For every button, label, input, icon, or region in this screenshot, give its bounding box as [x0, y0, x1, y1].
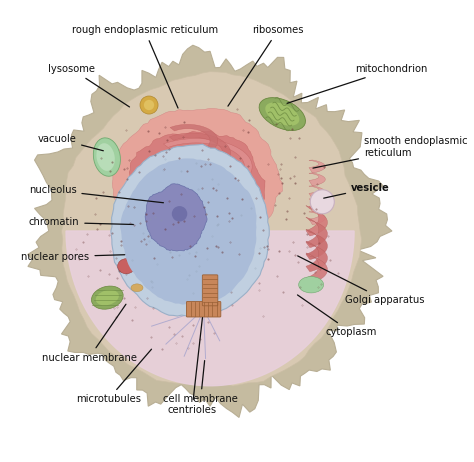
Text: vesicle: vesicle — [324, 183, 390, 198]
Text: cell membrane: cell membrane — [163, 361, 238, 404]
Ellipse shape — [96, 290, 119, 305]
Polygon shape — [306, 229, 328, 260]
Text: mitochondrion: mitochondrion — [287, 64, 428, 103]
Polygon shape — [164, 139, 252, 195]
Text: chromatin: chromatin — [28, 218, 133, 227]
Polygon shape — [169, 133, 231, 174]
Polygon shape — [120, 158, 256, 305]
Polygon shape — [309, 212, 325, 225]
Circle shape — [140, 96, 158, 114]
Polygon shape — [309, 173, 325, 186]
Polygon shape — [112, 109, 283, 250]
Ellipse shape — [259, 97, 305, 130]
Ellipse shape — [265, 103, 300, 126]
Text: rough endoplasmic reticulum: rough endoplasmic reticulum — [72, 25, 218, 108]
Polygon shape — [306, 241, 328, 272]
Polygon shape — [145, 184, 207, 251]
Text: lysosome: lysosome — [48, 64, 129, 107]
Polygon shape — [306, 206, 328, 236]
Circle shape — [144, 100, 154, 110]
Text: microtubules: microtubules — [76, 349, 152, 404]
Ellipse shape — [299, 277, 324, 293]
Polygon shape — [62, 72, 362, 386]
Polygon shape — [129, 131, 265, 239]
FancyBboxPatch shape — [186, 302, 221, 317]
Circle shape — [310, 190, 334, 214]
Polygon shape — [306, 253, 328, 283]
Ellipse shape — [118, 259, 135, 274]
Polygon shape — [309, 199, 325, 212]
Polygon shape — [306, 217, 328, 248]
Circle shape — [172, 206, 187, 222]
Polygon shape — [185, 161, 239, 197]
Text: nucleolus: nucleolus — [28, 185, 164, 203]
Text: centrioles: centrioles — [167, 317, 217, 415]
Text: cytoplasm: cytoplasm — [298, 295, 377, 337]
Polygon shape — [173, 160, 248, 207]
Polygon shape — [66, 231, 354, 386]
Polygon shape — [309, 160, 325, 173]
Text: nuclear membrane: nuclear membrane — [42, 304, 137, 363]
Polygon shape — [111, 144, 269, 316]
Polygon shape — [27, 45, 392, 418]
Text: smooth endoplasmic
reticulum: smooth endoplasmic reticulum — [313, 136, 468, 168]
Ellipse shape — [131, 284, 143, 292]
Text: Golgi apparatus: Golgi apparatus — [298, 256, 424, 305]
Text: nuclear pores: nuclear pores — [21, 252, 125, 262]
Text: vacuole: vacuole — [37, 134, 103, 151]
Text: ribosomes: ribosomes — [228, 25, 304, 106]
Ellipse shape — [96, 143, 115, 171]
Polygon shape — [170, 124, 218, 157]
Polygon shape — [309, 186, 325, 199]
Ellipse shape — [93, 138, 120, 176]
FancyBboxPatch shape — [202, 275, 218, 306]
Ellipse shape — [91, 286, 123, 309]
